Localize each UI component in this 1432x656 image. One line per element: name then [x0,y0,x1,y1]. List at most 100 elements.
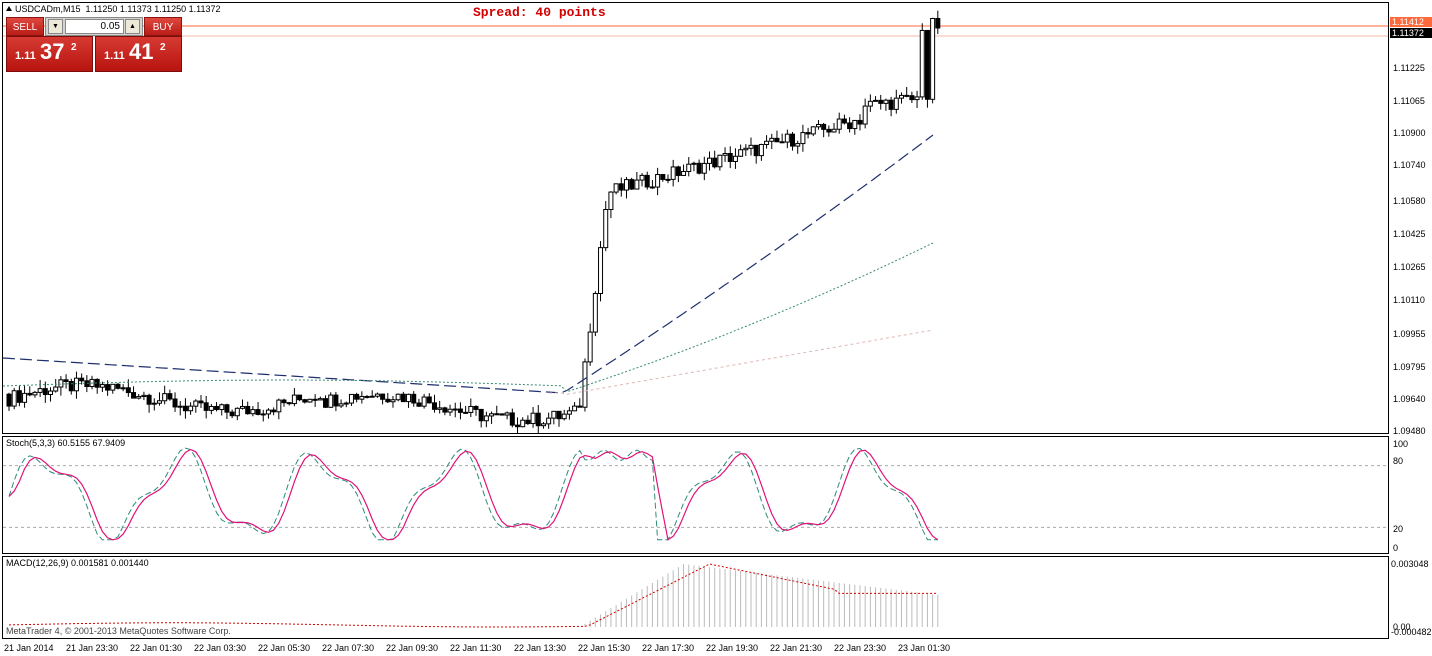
candle [32,390,38,398]
lot-size-input[interactable] [65,19,124,34]
candle [208,404,214,415]
candle [37,380,43,398]
candle [898,92,904,104]
collapse-triangle-icon [6,6,12,11]
sell-price-display[interactable]: 1.11 37 2 [6,36,93,72]
candle [758,143,764,161]
candle [681,164,687,176]
candle [561,409,567,421]
candle [878,94,884,110]
moving-average-slow [3,134,934,394]
price-axis-label: 1.10265 [1393,262,1426,272]
candle [727,146,733,169]
candle [670,159,676,187]
candle [291,388,297,407]
candle [815,120,821,130]
candle [587,323,593,366]
candle [883,98,889,111]
symbol-title: USDCADm,M15 1.11250 1.11373 1.11250 1.11… [6,4,221,14]
candle [198,395,204,408]
candle [613,183,619,195]
price-axis-label: 1.10900 [1393,128,1426,138]
candle [867,94,873,112]
candle [317,396,323,401]
price-chart-pane[interactable]: USDCADm,M15 1.11250 1.11373 1.11250 1.11… [2,2,1389,434]
time-axis-label: 22 Jan 09:30 [386,643,439,653]
time-axis-label: 22 Jan 11:30 [450,643,502,653]
macd-chart[interactable] [3,557,1389,639]
candle [701,156,707,181]
candle [22,385,28,408]
time-axis-label: 22 Jan 03:30 [194,643,247,653]
candle [333,391,339,412]
candle [639,173,645,187]
candle [784,129,790,149]
lot-decrease-button[interactable]: ▼ [48,19,63,34]
candle [810,126,816,137]
candle [530,407,536,428]
lot-increase-button[interactable]: ▲ [125,19,140,34]
candle [364,395,370,399]
spread-label: Spread: 40 points [473,5,606,20]
candle [919,23,925,100]
candle [489,411,495,424]
copyright-text: MetaTrader 4, © 2001-2013 MetaQuotes Sof… [6,626,231,636]
candle [634,172,640,190]
price-axis-label: 1.11065 [1393,96,1425,106]
candle [515,417,521,433]
price-chart[interactable] [3,3,1389,434]
candle [473,405,479,416]
candle [110,383,116,394]
macd-pane[interactable]: MACD(12,26,9) 0.001581 0.001440 [2,556,1389,639]
candle [790,131,796,151]
buy-button[interactable]: BUY [144,17,182,36]
ohlc-readout: 1.11250 1.11373 1.11250 1.11372 [85,4,221,14]
moving-average-mid [3,242,934,393]
candle [167,389,173,401]
stochastic-pane[interactable]: Stoch(5,3,3) 60.5155 67.9409 [2,436,1389,554]
candle [608,191,614,219]
candle [172,392,178,412]
time-axis-label: 22 Jan 15:30 [578,643,631,653]
price-axis-label: 1.09480 [1393,426,1426,436]
sell-price-big: 37 [40,39,65,64]
candle [416,398,422,407]
candle [598,241,604,302]
stochastic-chart[interactable] [3,437,1389,554]
candle [307,398,313,403]
candle [73,371,79,399]
candle [888,96,894,117]
candle [426,393,432,404]
candle [696,159,702,175]
candle [623,176,629,199]
buy-price-sup: 2 [160,42,166,53]
candle [374,392,380,398]
sell-button[interactable]: SELL [6,17,44,36]
candle [535,405,541,433]
ask-price-tag: 1.11412 [1390,17,1432,27]
candle [245,401,251,415]
candle [717,154,723,171]
bid-price-tag: 1.11372 [1390,28,1432,38]
time-axis-label: 23 Jan 01:30 [898,643,951,653]
price-axis-label: 1.10740 [1393,160,1426,170]
candle [203,395,209,419]
candle [582,358,588,412]
price-axis-label: 1.09955 [1393,329,1426,339]
candle [182,398,188,419]
moving-average-fast [549,329,934,395]
candle [400,391,406,403]
candle [240,399,245,410]
candle [219,403,225,416]
candle [369,390,375,398]
time-axis-label: 22 Jan 21:30 [770,643,823,653]
candle [162,385,168,405]
candle [89,375,95,390]
price-axis-label: 1.09795 [1393,362,1426,372]
candle [520,417,526,428]
candle [841,114,847,125]
candle [11,387,17,410]
candle [27,386,33,397]
macd-level-label: 0.003048 [1391,559,1429,569]
buy-price-display[interactable]: 1.11 41 2 [95,36,182,72]
